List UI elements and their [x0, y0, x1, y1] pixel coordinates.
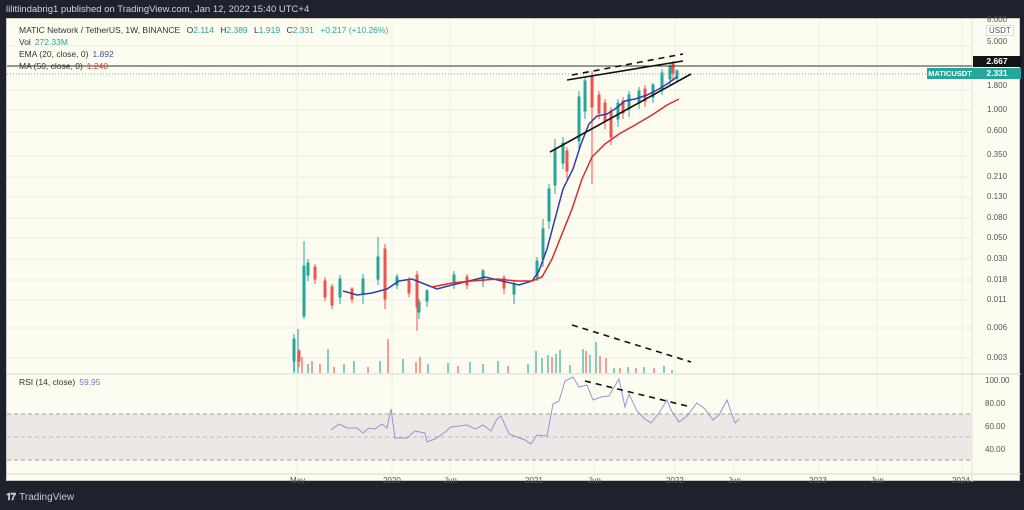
- price-tick: 0.018: [987, 275, 1008, 284]
- time-tick: Jun: [588, 476, 601, 485]
- legend-symbol-row: MATIC Network / TetherUS, 1W, BINANCE O2…: [19, 25, 392, 36]
- wedge-lower-line: [549, 73, 692, 153]
- price-tick: 0.210: [987, 172, 1008, 181]
- legend-rsi[interactable]: RSI (14, close) 59.95: [19, 377, 101, 387]
- publisher-info: lilitlindabrig1 published on TradingView…: [6, 4, 310, 15]
- wedge-upper-line: [566, 60, 684, 81]
- rsi-value: 59.95: [79, 377, 101, 387]
- price-tick: 0.011: [987, 295, 1007, 304]
- high-line-price-tag: 2.667: [973, 56, 1021, 67]
- price-tick: 0.030: [987, 254, 1008, 263]
- footer-branding[interactable]: 𝟏𝟕 TradingView: [6, 492, 74, 503]
- volume-dashed-line: [571, 324, 692, 363]
- last-price-tag: 2.331: [973, 68, 1021, 79]
- time-tick: Jun: [728, 476, 741, 485]
- wedge-upper-dashed: [571, 53, 684, 76]
- legend-volume[interactable]: Vol 272.33M: [19, 37, 68, 47]
- time-tick: 2020: [383, 476, 401, 485]
- time-tick: Jun: [871, 476, 884, 485]
- chart-frame: MATIC Network / TetherUS, 1W, BINANCE O2…: [6, 15, 1021, 485]
- price-tick: 0.050: [987, 233, 1008, 242]
- price-tick-top: 8.000: [987, 15, 1008, 24]
- rsi-divergence-line: [584, 380, 688, 407]
- brand-name: TradingView: [19, 492, 75, 503]
- time-tick: 2023: [809, 476, 827, 485]
- chart-canvas[interactable]: [7, 19, 1021, 482]
- price-tick: 0.003: [987, 353, 1008, 362]
- price-tick: 0.130: [987, 192, 1008, 201]
- rsi-tick: 40.00: [985, 445, 1006, 454]
- ohlc-close: C2.331: [286, 25, 314, 35]
- ohlc-high: H2.389: [220, 25, 248, 35]
- ohlc-open: O2.114: [186, 25, 214, 35]
- rsi-line: [330, 376, 740, 445]
- price-tick: 0.350: [987, 150, 1008, 159]
- ma-line: [431, 98, 680, 288]
- legend-ma[interactable]: MA (50, close, 0) 1.240: [19, 61, 109, 71]
- ema-line: [342, 76, 678, 296]
- volume-bars: [293, 329, 673, 373]
- price-tick: 5.000: [987, 37, 1008, 46]
- tradingview-logo-icon: 𝟏𝟕: [6, 492, 16, 503]
- candlesticks: [292, 61, 679, 371]
- price-tick: 0.600: [987, 126, 1008, 135]
- legend-ema[interactable]: EMA (20, close, 0) 1.892: [19, 49, 114, 59]
- price-change: +0.217 (+10.26%): [320, 25, 389, 35]
- price-tick: 0.080: [987, 213, 1008, 222]
- price-tick: 1.000: [987, 105, 1008, 114]
- time-tick: Jun: [444, 476, 457, 485]
- rsi-tick: 80.00: [985, 399, 1006, 408]
- ma-value: 1.240: [86, 61, 109, 71]
- symbol-price-label: MATICUSDT: [927, 68, 973, 79]
- rsi-tick: 60.00: [985, 422, 1006, 431]
- ema-value: 1.892: [92, 49, 114, 59]
- price-tick: 0.006: [987, 323, 1008, 332]
- time-tick: 2021: [525, 476, 543, 485]
- price-tick: 1.800: [987, 81, 1008, 90]
- time-tick: 2024: [952, 476, 970, 485]
- time-tick: 2022: [666, 476, 684, 485]
- symbol-name: MATIC Network / TetherUS, 1W, BINANCE: [19, 25, 181, 35]
- ohlc-low: L1.919: [254, 25, 281, 35]
- rsi-tick: 100.00: [985, 376, 1010, 385]
- volume-value: 272.33M: [34, 37, 68, 47]
- time-tick: May: [290, 476, 306, 485]
- currency-label[interactable]: USDT: [986, 25, 1014, 36]
